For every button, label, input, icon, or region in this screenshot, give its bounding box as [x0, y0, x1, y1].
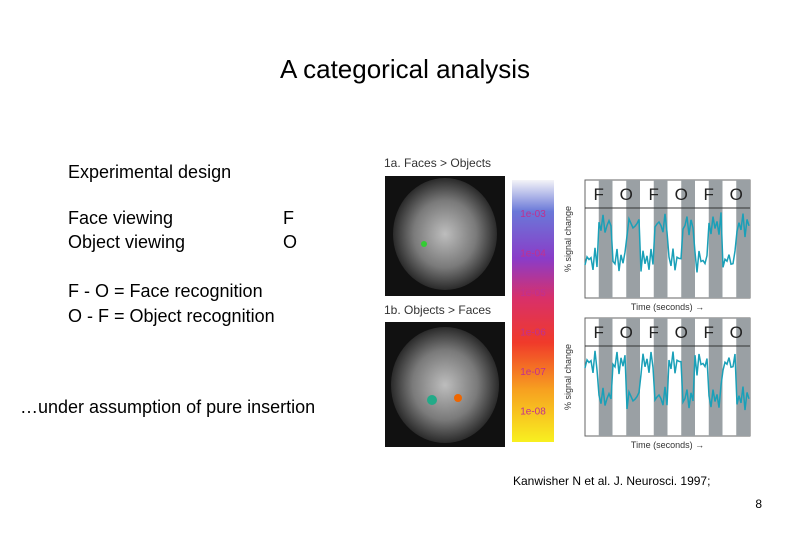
axis-label: Time (seconds) →: [631, 440, 704, 450]
block-label: O: [730, 323, 743, 342]
block-label: F: [594, 323, 604, 342]
axis-label: % signal change: [563, 344, 573, 410]
block-band: [736, 318, 750, 436]
condition-code: O: [283, 232, 297, 252]
block-label: F: [649, 185, 659, 204]
signal-trace: [584, 350, 750, 411]
brain-slice: [391, 327, 499, 443]
text-backdrop: [66, 280, 298, 326]
colorbar-label: 1e-03: [520, 209, 546, 220]
colorbar: [512, 180, 554, 442]
activation: [421, 241, 427, 247]
assumption-note: …under assumption of pure insertion: [20, 397, 315, 417]
contrast: O - F = Object recognition: [68, 306, 275, 326]
contrast: F - O = Face recognition: [68, 281, 263, 301]
panel-label: 1a. Faces > Objects: [384, 156, 491, 170]
colorbar-label: 1e-06: [520, 328, 546, 339]
colorbar-label: 1e-07: [520, 367, 546, 378]
block-band: [626, 180, 640, 298]
block-band: [681, 318, 695, 436]
block-band: [626, 318, 640, 436]
block-label: F: [704, 185, 714, 204]
panel-label: 1b. Objects > Faces: [384, 303, 491, 317]
block-band: [708, 180, 723, 298]
block-label: O: [620, 323, 633, 342]
colorbar-label: 1e-05: [520, 288, 546, 299]
activation: [454, 394, 462, 402]
block-band: [681, 180, 695, 298]
block-band: [736, 180, 750, 298]
block-band: [598, 180, 613, 298]
block-label: F: [649, 323, 659, 342]
block-label: O: [675, 323, 688, 342]
signal-trace: [584, 212, 750, 273]
block-band: [598, 318, 613, 436]
colorbar-label: 1e-04: [520, 249, 546, 260]
block-label: O: [620, 185, 633, 204]
axis-label: Time (seconds) →: [631, 302, 704, 312]
colorbar-label: 1e-08: [520, 407, 546, 418]
text-backdrop: [18, 395, 348, 421]
activation: [427, 395, 437, 405]
block-label: O: [675, 185, 688, 204]
block-label: O: [730, 185, 743, 204]
citation: Kanwisher N et al. J. Neurosci. 1997;: [513, 474, 710, 488]
block-band: [653, 318, 668, 436]
block-label: F: [594, 185, 604, 204]
axis-label: % signal change: [563, 206, 573, 272]
slide-title: A categorical analysis: [280, 54, 530, 84]
condition-name: Object viewing: [68, 232, 185, 252]
condition-name: Face viewing: [68, 208, 173, 228]
figure: 1a. Faces > Objects 1b. Objects > Faces …: [384, 156, 751, 450]
condition-code: F: [283, 208, 294, 228]
block-label: F: [704, 323, 714, 342]
page-number: 8: [755, 497, 762, 511]
section-heading: Experimental design: [68, 162, 231, 182]
brain-slice: [393, 178, 497, 290]
block-band: [653, 180, 668, 298]
